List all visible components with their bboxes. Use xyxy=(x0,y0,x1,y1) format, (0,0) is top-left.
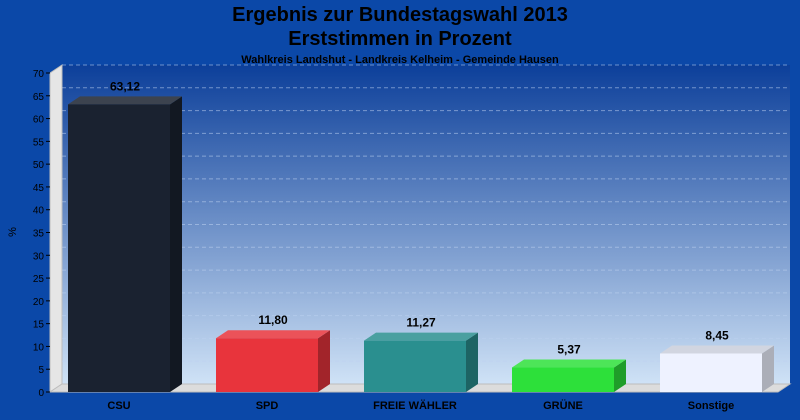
chart-subtitle: Wahlkreis Landshut - Landkreis Kelheim -… xyxy=(241,54,559,66)
y-tick-label: 55 xyxy=(33,137,45,148)
y-tick-label: 35 xyxy=(33,229,45,240)
y-tick-label: 40 xyxy=(33,206,45,217)
data-label: 11,80 xyxy=(258,313,288,327)
x-tick-label: FREIE WÄHLER xyxy=(373,399,457,412)
chart-title-line2: Erststimmen in Prozent xyxy=(288,28,512,50)
bar xyxy=(512,367,614,392)
y-tick-label: 25 xyxy=(33,274,45,285)
y-tick-label: 15 xyxy=(33,320,45,331)
data-label: 5,37 xyxy=(557,343,581,357)
chart-title: Ergebnis zur Bundestagswahl 2013 xyxy=(232,4,568,26)
bar-top xyxy=(364,332,478,341)
bar-side xyxy=(170,96,182,392)
bar-side xyxy=(466,332,478,392)
y-tick-label: 50 xyxy=(33,160,45,171)
data-label: 11,27 xyxy=(406,316,436,330)
y-tick-label: 30 xyxy=(33,251,45,262)
y-tick-label: 65 xyxy=(33,92,45,103)
bar xyxy=(68,104,170,392)
bar-top xyxy=(216,330,330,339)
bar-top xyxy=(68,96,182,105)
bar-side xyxy=(318,330,330,392)
x-tick-label: GRÜNE xyxy=(543,399,583,412)
x-tick-label: CSU xyxy=(107,400,130,412)
bar-side xyxy=(614,359,626,392)
bar-top xyxy=(512,359,626,368)
bar xyxy=(660,353,762,392)
bar xyxy=(364,340,466,392)
plot-left-wall xyxy=(49,64,63,393)
y-tick-label: 20 xyxy=(33,297,45,308)
y-tick-label: 60 xyxy=(33,115,45,126)
x-tick-label: SPD xyxy=(256,400,279,412)
y-tick-label: 10 xyxy=(33,342,45,353)
bar xyxy=(216,338,318,392)
bar-side xyxy=(762,345,774,392)
y-tick-label: 5 xyxy=(38,365,44,376)
data-label: 8,45 xyxy=(705,328,729,342)
bar-top xyxy=(660,345,774,354)
y-tick-label: 45 xyxy=(33,183,45,194)
y-tick-label: 70 xyxy=(33,69,45,80)
x-tick-label: Sonstige xyxy=(688,400,734,412)
y-tick-label: 0 xyxy=(38,388,44,399)
data-label: 63,12 xyxy=(110,79,140,93)
